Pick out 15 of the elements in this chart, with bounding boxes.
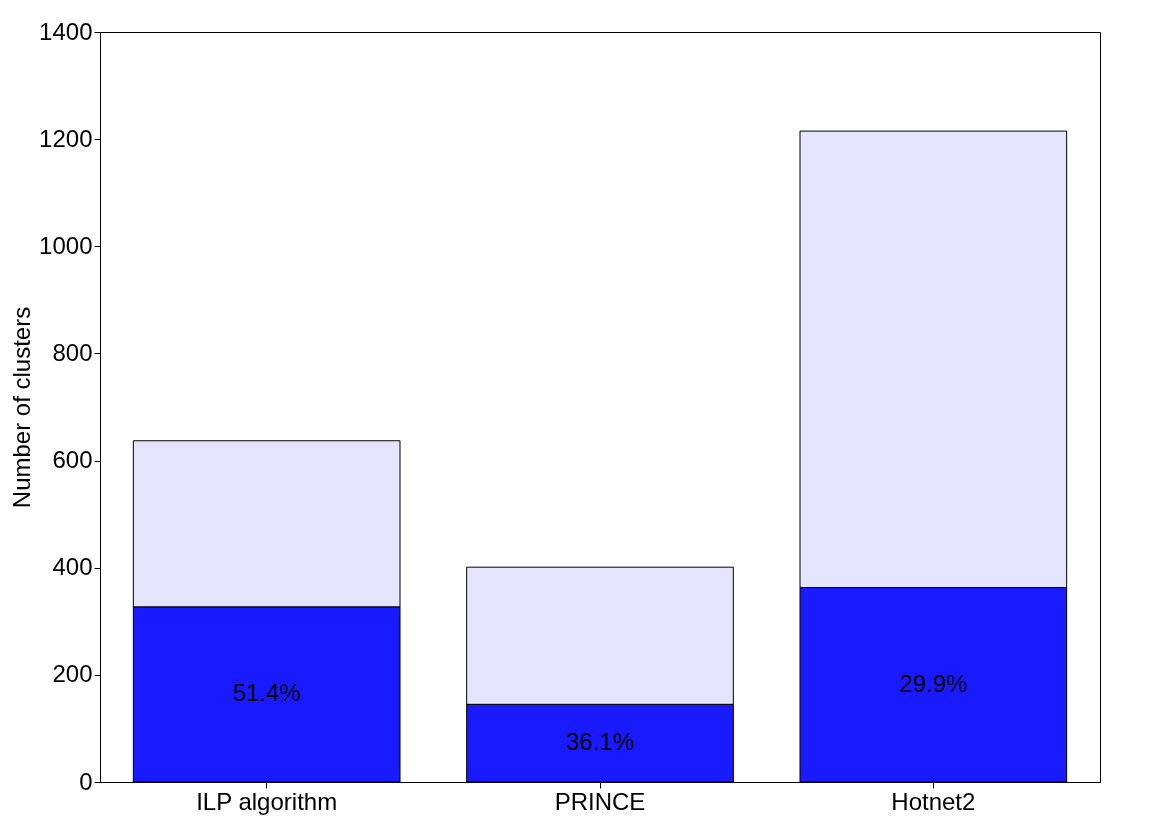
y-tick-label: 0 (79, 767, 93, 795)
y-tick-label: 200 (52, 660, 93, 688)
x-tick-label: ILP algorithm (196, 787, 338, 815)
annotation: 29.9% (899, 669, 968, 697)
y-tick-label: 1200 (39, 124, 93, 152)
y-tick-label: 1400 (39, 17, 93, 45)
annotation: 51.4% (232, 679, 301, 707)
x-tick-label: PRINCE (554, 787, 646, 815)
y-axis-title: Number of clusters (8, 306, 36, 509)
y-tick-label: 1000 (39, 231, 93, 259)
annotation: 36.1% (565, 728, 635, 756)
y-tick-label: 600 (52, 446, 93, 474)
y-tick-label: 800 (52, 338, 93, 366)
y-tick-label: 400 (52, 553, 93, 581)
x-tick-label: Hotnet2 (891, 787, 976, 815)
